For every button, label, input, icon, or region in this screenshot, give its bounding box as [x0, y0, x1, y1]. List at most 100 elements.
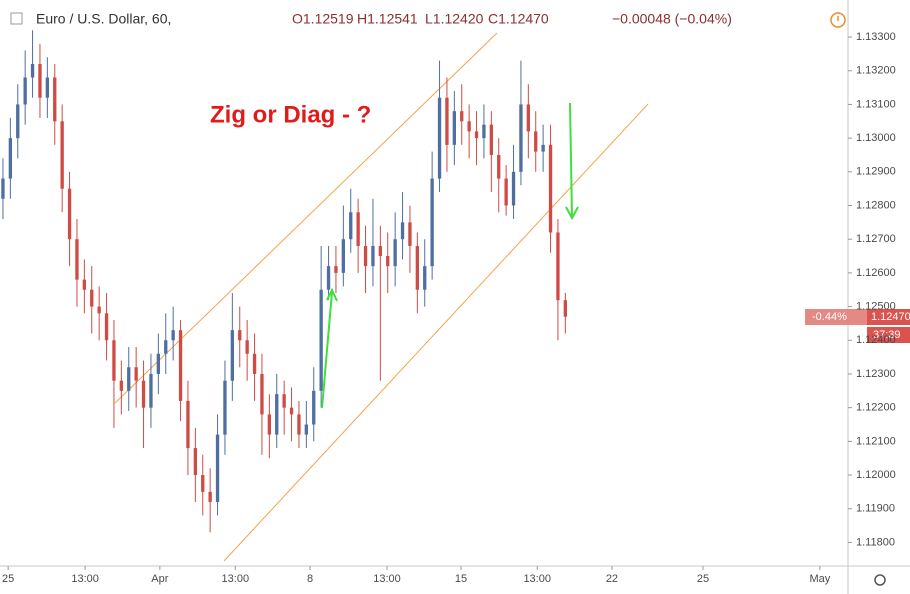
candle-body [252, 353, 257, 374]
candle-body [474, 131, 479, 139]
annotation: Zig or Diag - ? [210, 101, 371, 128]
candle-body [215, 434, 220, 502]
y-tick-label: 1.11800 [856, 536, 895, 548]
alert-icon[interactable] [830, 12, 846, 28]
candle-body [497, 154, 501, 179]
countdown: 37:39 [873, 329, 901, 341]
candle-body [356, 212, 360, 246]
candle-body [393, 239, 397, 267]
x-tick-label: 13:00 [71, 573, 99, 585]
candle-body [482, 124, 486, 139]
candle-body [238, 330, 242, 341]
candle-body [400, 222, 405, 240]
percent-change: -0.44% [812, 311, 847, 323]
candle-body [437, 97, 442, 179]
candle-body [460, 111, 464, 122]
candle-body [467, 121, 471, 132]
ohlc-open: O1.12519 [292, 11, 354, 27]
candle-body [371, 245, 375, 267]
settings-icon[interactable] [874, 574, 886, 586]
candle-body [112, 340, 116, 381]
y-tick-label: 1.12200 [856, 402, 896, 414]
candle-body [171, 330, 175, 341]
ohlc-low: L1.12420 [425, 11, 484, 27]
candle-body [30, 64, 35, 78]
candle-body [60, 121, 64, 189]
candle-body [541, 144, 545, 152]
candle-body [563, 300, 567, 317]
arrow-down-head [565, 206, 579, 221]
candle-body [164, 340, 168, 354]
x-tick-label: 13:00 [373, 573, 401, 585]
candle-body [534, 131, 538, 152]
candle-body [23, 77, 27, 105]
y-tick-label: 1.12900 [856, 166, 896, 178]
candle-body [430, 178, 434, 267]
candle-body [141, 380, 146, 408]
candle-body [519, 104, 523, 172]
ohlc-high: H1.12541 [357, 11, 418, 27]
candle-body [260, 373, 264, 415]
candles [1, 30, 567, 533]
ohlc-change: −0.00048 (−0.04%) [612, 11, 732, 27]
candle-body [104, 313, 109, 341]
candle-body [53, 77, 57, 122]
candle-body [341, 239, 346, 273]
x-tick-label: 13:00 [222, 573, 250, 585]
candle-body [16, 104, 20, 139]
x-tick-label: 25 [697, 573, 709, 585]
y-tick-label: 1.12300 [856, 368, 896, 380]
collapse-icon[interactable] [10, 12, 23, 25]
y-tick-label: 1.13100 [856, 98, 896, 110]
candle-body [334, 266, 338, 273]
candle-body [149, 373, 153, 408]
candle-body [90, 289, 94, 307]
candle-body [208, 491, 212, 502]
channel-lower [223, 103, 649, 562]
symbol: Euro / U.S. Dollar, 60, [36, 11, 171, 27]
candle-body [275, 394, 279, 435]
percent-tag [805, 309, 867, 325]
candle-body [267, 414, 272, 435]
arrow-up-head [326, 287, 338, 302]
y-tick-label: 1.12100 [856, 435, 896, 447]
candle-body [452, 111, 457, 145]
y-tick-label: 1.12600 [856, 267, 896, 279]
y-tick-label: 1.12400 [856, 334, 896, 346]
candle-body [82, 279, 87, 290]
candle-body [1, 178, 5, 199]
y-tick-label: 1.12000 [856, 469, 896, 481]
candle-body [38, 64, 42, 98]
candle-body [75, 239, 79, 280]
x-tick-label: May [809, 573, 830, 585]
candle-body [127, 367, 131, 391]
y-tick-label: 1.13200 [856, 65, 896, 77]
candle-body [186, 400, 190, 449]
y-tick-label: 1.12700 [856, 233, 896, 245]
candle-body [386, 256, 390, 267]
x-tick-label: Apr [151, 573, 168, 585]
candle-body [319, 289, 323, 391]
y-tick-label: 1.13000 [856, 132, 896, 144]
candle-body [349, 212, 353, 240]
x-tick-label: 22 [606, 573, 618, 585]
candle-body [97, 306, 101, 314]
arrow-down [569, 102, 573, 217]
candle-body [304, 424, 309, 435]
last-price: 1.12470 [871, 311, 910, 323]
candle-body [415, 245, 420, 290]
candle-body [282, 394, 286, 408]
candle-body [289, 407, 294, 415]
candle-body [178, 330, 183, 401]
candle-body [363, 245, 368, 267]
candle-body [134, 367, 138, 381]
y-tick-label: 1.12500 [856, 300, 896, 312]
price-tag [867, 309, 910, 325]
candle-body [223, 380, 227, 435]
y-tick-label: 1.13300 [856, 31, 896, 43]
candle-body [445, 97, 449, 145]
candle-body [489, 124, 494, 155]
candle-body [67, 188, 72, 240]
